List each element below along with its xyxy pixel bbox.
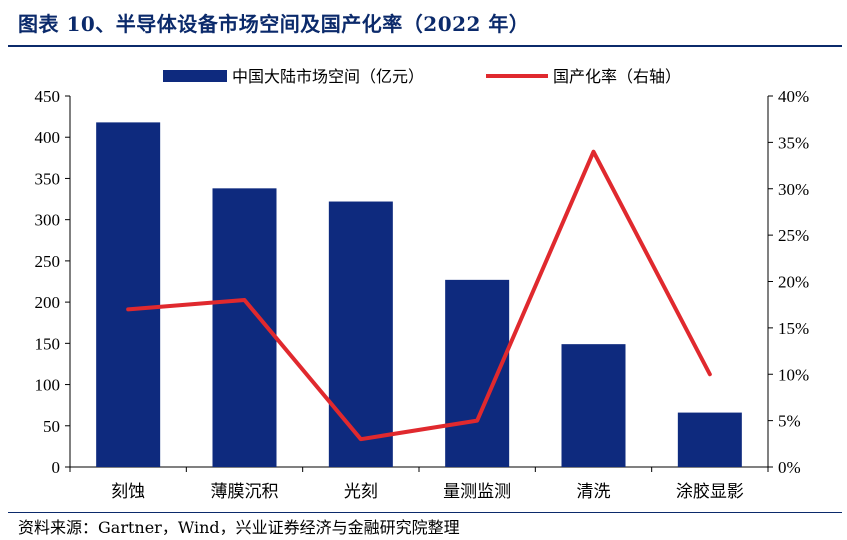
y-tick-label: 0: [52, 458, 61, 477]
y2-tick-label: 25%: [778, 226, 809, 245]
x-category-label: 涂胶显影: [676, 482, 744, 502]
x-category-label: 清洗: [577, 482, 611, 502]
y-tick-label: 200: [35, 293, 61, 312]
bar: [677, 412, 742, 467]
y-tick-label: 100: [35, 376, 61, 395]
bar: [96, 122, 161, 467]
y2-tick-label: 35%: [778, 133, 809, 152]
series-line: [126, 149, 712, 442]
y2-tick-label: 20%: [778, 273, 809, 292]
legend-bar-swatch: [163, 70, 227, 82]
x-category-label: 光刻: [344, 482, 378, 502]
y2-tick-label: 30%: [778, 180, 809, 199]
legend-bar-label: 中国大陆市场空间（亿元）: [232, 67, 424, 86]
y-tick-label: 50: [43, 417, 60, 436]
source-divider: [8, 512, 842, 513]
legend-line-label: 国产化率（右轴）: [553, 67, 681, 86]
y-tick-label: 150: [35, 334, 61, 353]
y-tick-label: 250: [35, 252, 61, 271]
x-category-label: 薄膜沉积: [211, 482, 279, 502]
y-tick-label: 350: [35, 169, 61, 188]
y2-tick-label: 40%: [778, 87, 809, 106]
x-category-label: 量测监测: [443, 482, 511, 502]
y2-tick-label: 10%: [778, 365, 809, 384]
y2-tick-label: 5%: [778, 412, 801, 431]
y2-tick-label: 15%: [778, 319, 809, 338]
x-category-label: 刻蚀: [111, 482, 145, 502]
chart-title: 图表 10、半导体设备市场空间及国产化率（2022 年）: [18, 12, 530, 36]
y-tick-label: 400: [35, 128, 61, 147]
y-tick-label: 450: [35, 87, 61, 106]
bar: [561, 344, 626, 467]
title-divider: [8, 45, 842, 47]
source-note: 资料来源：Gartner，Wind，兴业证券经济与金融研究院整理: [18, 518, 460, 537]
bar: [328, 201, 393, 468]
y-tick-label: 300: [35, 211, 61, 230]
y2-tick-label: 0%: [778, 458, 801, 477]
